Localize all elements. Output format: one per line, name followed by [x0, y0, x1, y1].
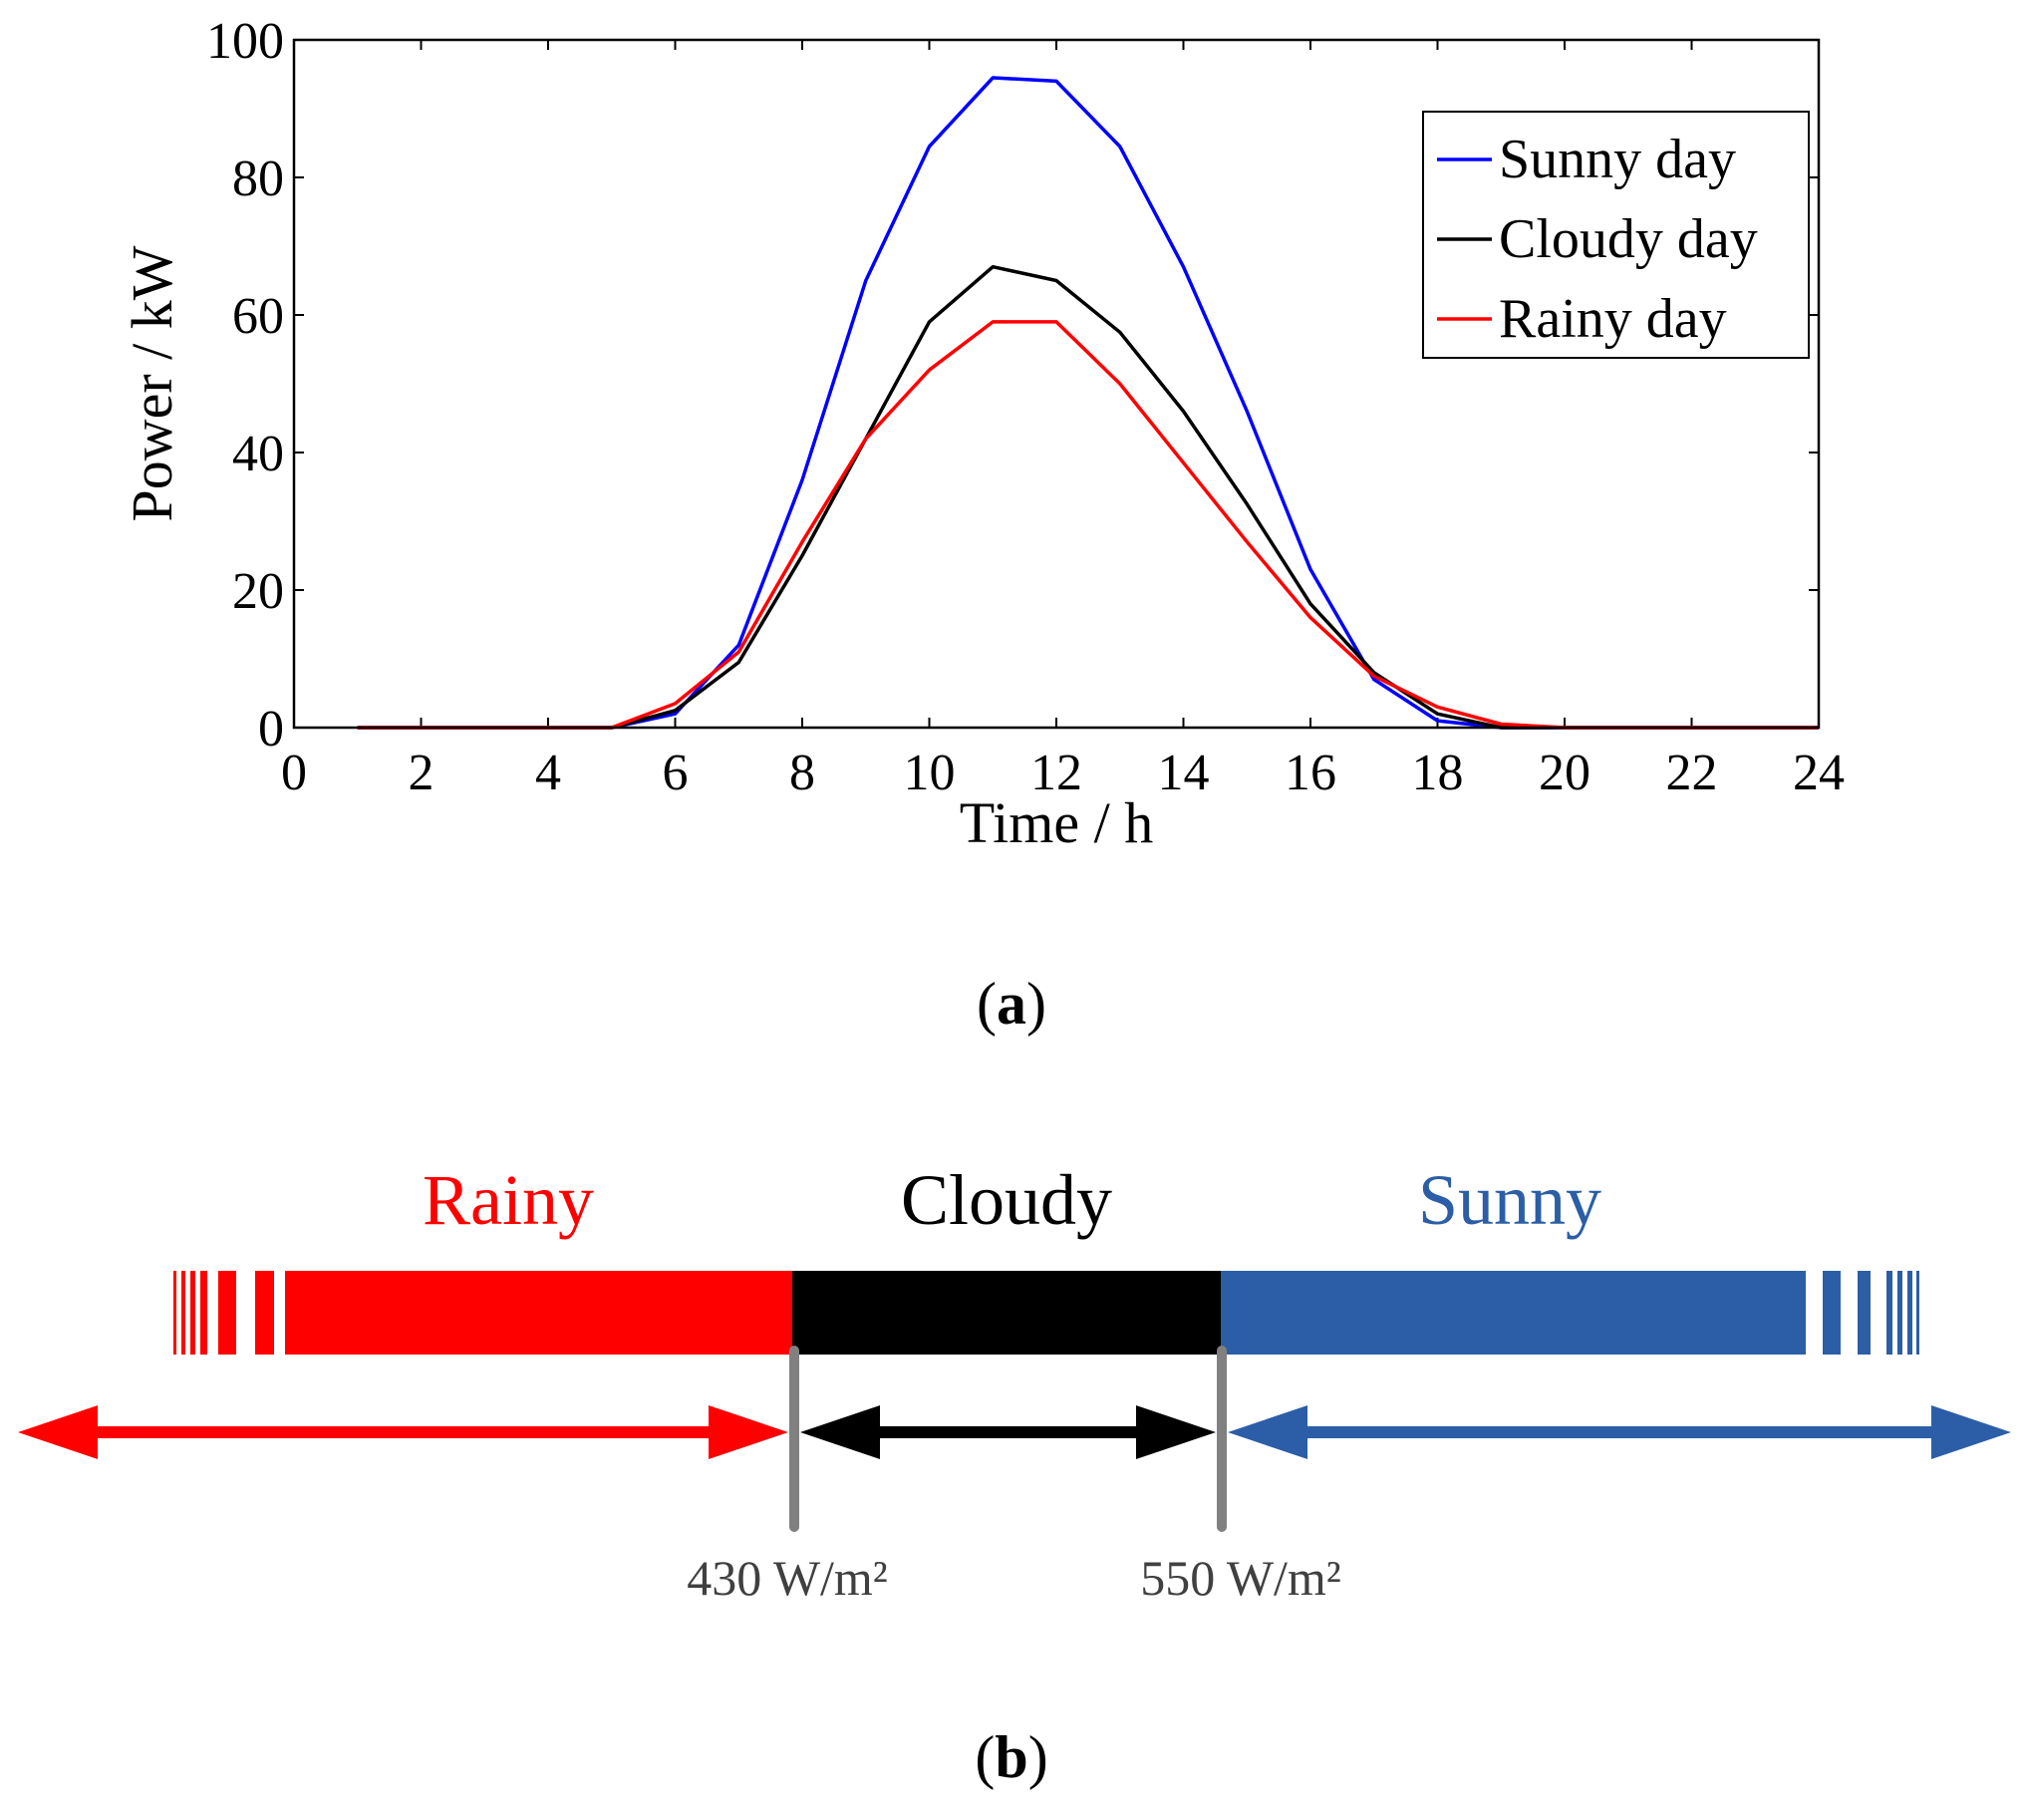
x-tick-label-20: 20	[1539, 745, 1590, 801]
threshold-label-550: 550 W/m²	[1140, 1550, 1341, 1606]
rainy-bar	[173, 1271, 792, 1355]
y-axis-label: Power / kW	[120, 245, 184, 521]
threshold-label-430: 430 W/m²	[687, 1550, 888, 1606]
x-tick-label-24: 24	[1793, 745, 1845, 801]
y-tick-label-80: 80	[232, 151, 284, 207]
sunny-bar	[1221, 1271, 1919, 1355]
cloudy-bar	[792, 1271, 1221, 1355]
legend-entry-rainy: Rainy day	[1499, 288, 1727, 350]
classification-diagram: Rainy Cloudy Sunny	[18, 1160, 2011, 1790]
label-cloudy: Cloudy	[901, 1160, 1112, 1240]
label-rainy: Rainy	[423, 1160, 594, 1240]
x-tick-label-2: 2	[409, 745, 434, 801]
legend-box	[1422, 111, 1810, 359]
y-tick-label-40: 40	[232, 426, 284, 482]
x-tick-label-8: 8	[789, 745, 815, 801]
x-tick-label-14: 14	[1158, 745, 1210, 801]
x-tick-label-12: 12	[1030, 745, 1082, 801]
x-tick-label-6: 6	[663, 745, 689, 801]
series-line-rainy-day	[357, 320, 1819, 730]
x-tick-label-10: 10	[904, 745, 956, 801]
x-tick-label-4: 4	[535, 745, 561, 801]
legend: Sunny day Cloudy day Rainy day	[1422, 111, 1810, 359]
y-tick-label-0: 0	[258, 701, 284, 758]
x-tick-label-22: 22	[1666, 745, 1718, 801]
rainy-range-arrow	[18, 1405, 788, 1459]
y-tick-label-100: 100	[206, 13, 284, 70]
panel-label-a: (a)	[977, 971, 1046, 1037]
x-tick-label-16: 16	[1285, 745, 1336, 801]
y-tick-label-60: 60	[232, 288, 284, 345]
y-tick-label-20: 20	[232, 563, 284, 620]
label-sunny: Sunny	[1418, 1160, 1601, 1240]
x-axis-label: Time / h	[960, 790, 1153, 855]
legend-entry-sunny: Sunny day	[1499, 129, 1736, 190]
x-tick-label-0: 0	[281, 745, 307, 801]
legend-entry-cloudy: Cloudy day	[1499, 208, 1758, 270]
y-tick-labels: 0 20 40 60 80 100	[206, 13, 284, 758]
cloudy-range-arrow	[800, 1405, 1216, 1459]
panel-label-b: (b)	[975, 1724, 1047, 1790]
sunny-range-arrow	[1228, 1405, 2011, 1459]
x-tick-labels: 0 2 4 6 8 10 12 14 16 18 20 22 24	[281, 745, 1845, 801]
x-tick-label-18: 18	[1412, 745, 1464, 801]
plot-area-frame	[292, 38, 1821, 730]
